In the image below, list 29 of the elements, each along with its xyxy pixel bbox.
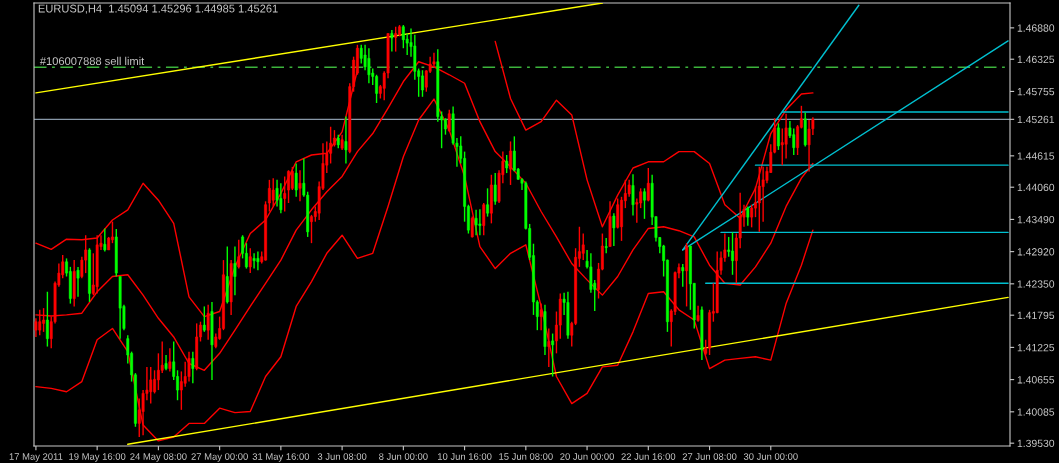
y-tick-label: 1.45261 (1017, 115, 1055, 124)
x-tick-label: 3 Jun 08:00 (317, 453, 367, 460)
x-tick-label: 27 Jun 08:00 (682, 453, 737, 460)
y-tick-label: 1.43490 (1017, 215, 1055, 224)
y-tick-label: 1.40655 (1017, 376, 1055, 384)
y-tick-label: 1.46325 (1017, 55, 1055, 64)
x-tick-label: 8 Jun 00:00 (379, 453, 428, 460)
x-tick-label: 19 May 16:00 (69, 453, 126, 462)
y-tick-label: 1.42350 (1017, 280, 1055, 288)
y-tick-label: 1.46880 (1017, 24, 1055, 32)
x-tick-label: 20 Jun 00:00 (560, 453, 615, 460)
ref-line-label: #106007888 sell limit (39, 56, 145, 65)
y-tick-label: 1.41225 (1017, 343, 1055, 352)
x-tick-label: 17 May 2011 (9, 453, 63, 462)
y-tick-label: 1.40085 (1017, 408, 1055, 416)
y-tick-label: 1.39530 (1017, 439, 1055, 448)
x-tick-label: 31 May 16:00 (252, 453, 310, 462)
x-tick-label: 27 May 00:00 (191, 453, 248, 462)
x-tick-label: 10 Jun 16:00 (438, 453, 492, 460)
y-tick-label: 1.44060 (1017, 183, 1055, 192)
x-tick-label: 22 Jun 16:00 (621, 453, 676, 460)
y-tick-label: 1.42920 (1017, 248, 1055, 256)
y-tick-label: 1.41795 (1017, 311, 1055, 320)
x-tick-label: 15 Jun 08:00 (499, 453, 553, 460)
chart-title: EURUSD,H4 1.45094 1.45296 1.44985 1.45261 (38, 4, 278, 14)
x-tick-label: 24 May 08:00 (130, 453, 187, 462)
x-tick-label: 30 Jun 00:00 (743, 453, 798, 460)
y-tick-label: 1.44615 (1017, 152, 1055, 160)
y-tick-label: 1.45755 (1017, 88, 1055, 96)
